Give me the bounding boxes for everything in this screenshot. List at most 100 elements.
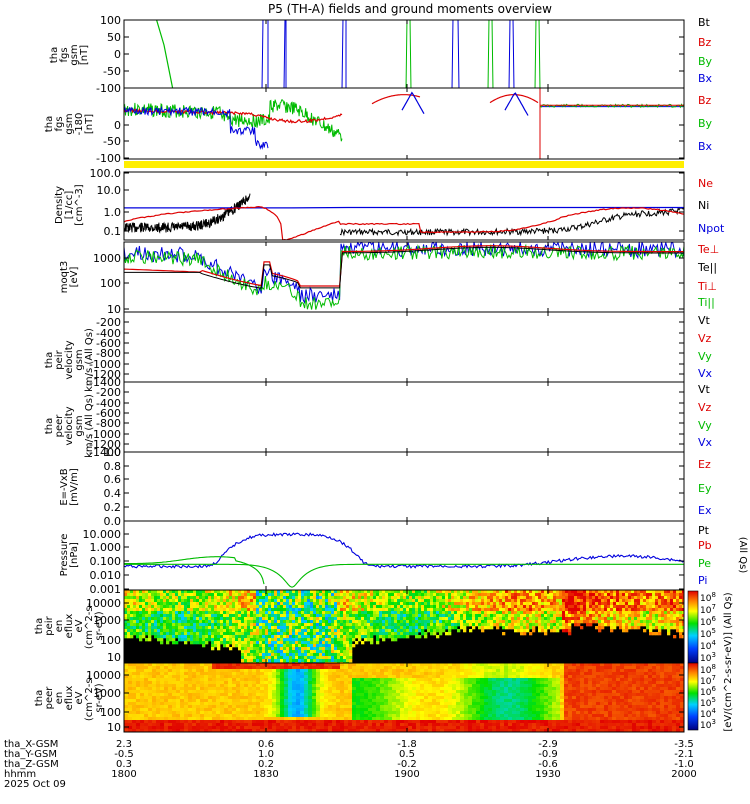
legend-fgs-0: Bt xyxy=(698,16,711,29)
series-spike xyxy=(406,18,411,90)
series-bx-spike xyxy=(342,18,346,90)
ytick-label: 100 xyxy=(100,14,121,27)
ytick-label: -100 xyxy=(96,152,121,165)
panel-efield-frame xyxy=(124,452,684,521)
panel-fgs-data xyxy=(156,18,540,90)
xaxis-row-value: 1830 xyxy=(253,769,278,780)
ytick-label: 1.0 xyxy=(104,446,122,459)
legend-peer_vel-3: Vx xyxy=(698,436,713,449)
xaxis-date: 2025 Oct 09 xyxy=(4,779,66,790)
series-pe xyxy=(124,557,264,584)
ytick-label: 0 xyxy=(114,48,121,61)
legend-peir_vel-1: Vz xyxy=(698,332,712,345)
legend-peir_vel-0: Vt xyxy=(698,314,711,327)
ytick-label: -100 xyxy=(96,82,121,95)
panel-peer_vel-frame xyxy=(124,382,684,452)
xaxis-row-value: 1800 xyxy=(111,769,136,780)
legend-peer_vel-0: Vt xyxy=(698,383,711,396)
legend-pressure-0: Pt xyxy=(698,524,710,537)
ytick-label: 0 xyxy=(114,119,121,132)
legend-fgs_zoom-1: By xyxy=(698,117,713,130)
series-spike xyxy=(509,18,514,90)
ytick-label: 1000 xyxy=(93,252,121,265)
panel-fgs-frame xyxy=(124,20,684,88)
legend-density-1: Ni xyxy=(698,199,709,212)
ytick-label: 1.0 xyxy=(104,206,122,219)
legend-density-2: Npot xyxy=(698,222,725,235)
legend-temp-0: Te⊥ xyxy=(697,243,719,256)
ytick-label: 10 xyxy=(107,721,121,734)
legend-temp-1: Te|| xyxy=(697,261,717,274)
series-bz-arc2 xyxy=(490,95,538,103)
ytick-label: -50 xyxy=(103,135,121,148)
series-ni xyxy=(124,194,250,233)
ylabel-line: [nPa] xyxy=(69,542,80,568)
ytick-label: 100.0 xyxy=(90,167,122,180)
ytick-label: 10 xyxy=(107,651,121,664)
series-bx-spike xyxy=(284,18,286,90)
pressure-note: (All Qs) xyxy=(737,537,748,574)
panel-peer_spec-data xyxy=(124,663,684,732)
chart-title: P5 (TH-A) fields and ground moments over… xyxy=(268,2,552,16)
ylabel-line: [nT] xyxy=(84,114,95,134)
ylabel-line: km/s (All Qs) xyxy=(84,394,95,458)
ylabel-line: [nT] xyxy=(79,45,90,65)
series-spike xyxy=(488,18,493,90)
legend-efield-1: Ey xyxy=(698,482,712,495)
legend-pressure-3: Pi xyxy=(698,574,707,587)
panel-fgs_zoom-data xyxy=(124,88,684,159)
legend-temp-3: Ti|| xyxy=(697,296,715,309)
ylabel-line: sr-eV) xyxy=(94,611,105,640)
ytick-label: 0.2 xyxy=(104,501,122,514)
legend-density-0: Ne xyxy=(698,177,713,190)
ytick-label: 0.6 xyxy=(104,473,122,486)
panel-density: 100.010.01.00.1Density[1/cc][cm^-3]NeNiN… xyxy=(54,167,725,240)
xaxis-row-value: 2000 xyxy=(671,769,696,780)
legend-peir_vel-3: Vx xyxy=(698,367,713,380)
legend-efield-0: Ez xyxy=(698,458,711,471)
ytick-label: 0.010 xyxy=(90,569,122,582)
ytick-label: 0.4 xyxy=(104,487,122,500)
ylabel-line: km/s (All Qs) xyxy=(84,328,95,392)
ylabel-line: [mV/m] xyxy=(69,468,80,506)
ytick-label: 10 xyxy=(107,303,121,316)
ylabel-line: sr-eV) xyxy=(94,683,105,712)
ytick-label: 0.1 xyxy=(104,225,122,238)
series-bx-spike xyxy=(262,18,268,90)
legend-fgs-3: Bx xyxy=(698,72,713,85)
panel-peir_vel-frame xyxy=(124,312,684,382)
ytick-label: 50 xyxy=(107,31,121,44)
xaxis-row-value: 1930 xyxy=(535,769,560,780)
series-pi xyxy=(124,533,684,568)
legend-fgs_zoom-2: Bx xyxy=(698,140,713,153)
panel-pressure: 10.0001.0000.1000.0100.001Pressure[nPa]P… xyxy=(59,521,748,596)
series-by xyxy=(156,18,173,90)
series-spike xyxy=(452,18,459,90)
ytick-label: 1.000 xyxy=(90,541,122,554)
ytick-label: -50 xyxy=(103,65,121,78)
legend-fgs-1: Bz xyxy=(698,36,712,49)
panel-density-data xyxy=(124,194,684,240)
ylabel-line: [eV] xyxy=(69,267,80,288)
xaxis-row-value: 1900 xyxy=(394,769,419,780)
panel-pressure-frame xyxy=(124,521,684,590)
ytick-label: 100 xyxy=(100,277,121,290)
legend-peir_vel-2: Vy xyxy=(698,350,712,363)
legend-temp-2: Ti⊥ xyxy=(697,280,717,293)
legend-peer_vel-2: Vy xyxy=(698,419,712,432)
ytick-label: 0.0 xyxy=(104,515,122,528)
legend-fgs-2: By xyxy=(698,55,713,68)
ytick-label: 10.0 xyxy=(97,184,122,197)
legend-pressure-1: Pb xyxy=(698,539,712,552)
legend-fgs_zoom-0: Bz xyxy=(698,94,712,107)
